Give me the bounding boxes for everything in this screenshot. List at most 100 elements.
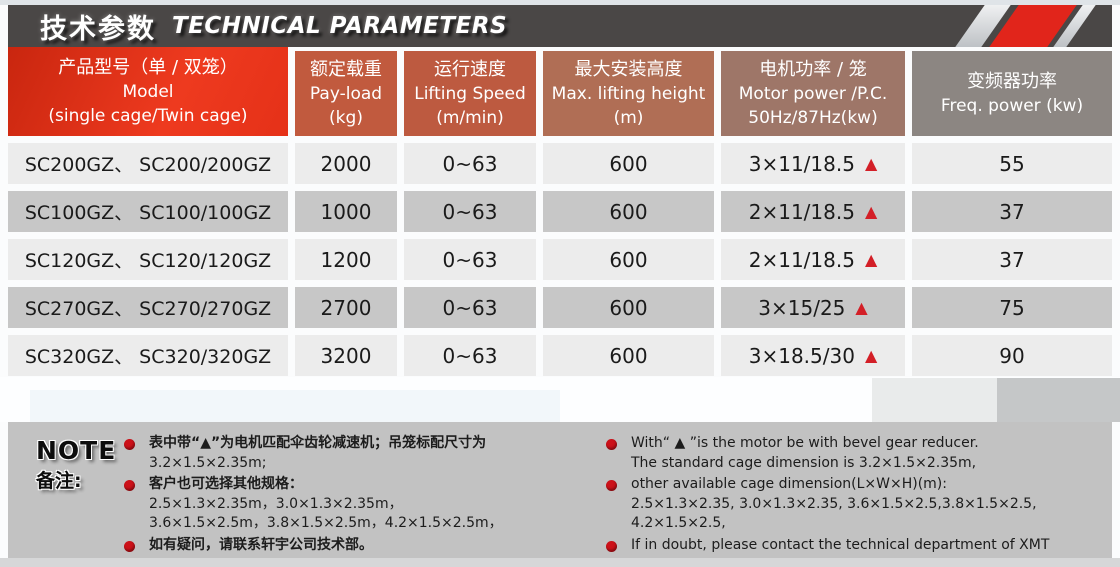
column-header-line: 50Hz/87Hz(kw): [748, 107, 878, 128]
note-line: With“ ▲ ”is the motor be with bevel gear…: [631, 435, 979, 451]
max-height-cell: 600: [543, 191, 714, 232]
note-line: 表中带“▲”为电机匹配伞齿轮减速机；吊笼标配尺寸为: [149, 435, 487, 451]
note-item-text: With“ ▲ ”is the motor be with bevel gear…: [631, 434, 1112, 473]
column-header-line: Model: [122, 81, 174, 102]
max-height-cell: 600: [543, 143, 714, 184]
note-line: 2.5×1.3×2.35m，3.0×1.3×2.35m，: [149, 495, 403, 512]
bevel-reducer-triangle-icon: ▲: [864, 201, 878, 221]
motor-power-cell: 3×15/25 ▲: [721, 287, 905, 328]
motor-power-cell: 3×11/18.5 ▲: [721, 143, 905, 184]
max-height-cell: 600: [543, 239, 714, 280]
column-header-line: Freq. power (kw): [940, 95, 1084, 116]
page-title-zh: 技术参数: [40, 13, 156, 45]
note-item: If in doubt, please contact the technica…: [606, 536, 1112, 556]
column-header-model: 产品型号（单 / 双笼） Model (single cage/Twin cag…: [8, 47, 288, 136]
speed-cell: 0~63: [404, 287, 536, 328]
note-bullet-icon: [124, 540, 135, 552]
motor-power-value: 2×11/18.5: [748, 199, 855, 224]
note-bullet-icon: [124, 480, 135, 491]
page-title: 技术参数 TECHNICAL PARAMETERS: [40, 5, 507, 47]
freq-power-cell: 75: [912, 287, 1112, 328]
column-header-line: Motor power /P.C.: [738, 83, 888, 104]
table-row-sc270: SC270GZ、 SC270/270GZ 2700 0~63 600 3×15/…: [8, 287, 1112, 328]
column-header-line: 额定载重: [310, 58, 382, 80]
bevel-reducer-triangle-icon: ▲: [864, 249, 878, 269]
column-header-line: 电机功率 / 笼: [759, 58, 867, 80]
notes-english: With“ ▲ ”is the motor be with bevel gear…: [606, 434, 1112, 557]
model-cell: SC120GZ、 SC120/120GZ: [8, 239, 288, 280]
note-line: 3.6×1.5×2.5m，3.8×1.5×2.5m，4.2×1.5×2.5m，: [149, 515, 503, 531]
note-label-en: NOTE: [36, 436, 117, 465]
table-row-sc120: SC120GZ、 SC120/120GZ 1200 0~63 600 2×11/…: [8, 239, 1112, 280]
payload-cell: 3200: [295, 335, 397, 376]
freq-power-cell: 55: [912, 143, 1112, 184]
column-header-line: (kg): [329, 107, 363, 128]
note-label: NOTE 备注:: [36, 436, 116, 493]
note-line: 3.2×1.5×2.35m;: [149, 454, 267, 471]
column-header-payload: 额定载重 Pay-load (kg): [295, 51, 397, 136]
background-block-dark: [997, 378, 1120, 422]
payload-cell: 1000: [295, 191, 397, 232]
speed-cell: 0~63: [404, 335, 536, 376]
column-header-speed: 运行速度 Lifting Speed (m/min): [404, 51, 536, 136]
note-bullet-icon: [606, 439, 617, 450]
payload-cell: 2000: [295, 143, 397, 184]
speed-cell: 0~63: [404, 239, 536, 280]
motor-power-cell: 2×11/18.5 ▲: [721, 191, 905, 232]
note-item: With“ ▲ ”is the motor be with bevel gear…: [606, 434, 1112, 473]
freq-power-cell: 37: [912, 191, 1112, 232]
column-header-motor-power: 电机功率 / 笼 Motor power /P.C. 50Hz/87Hz(kw): [721, 51, 905, 136]
column-header-line: 变频器功率: [967, 70, 1057, 92]
bevel-reducer-triangle-icon: ▲: [864, 345, 878, 365]
motor-power-value: 3×15/25: [758, 295, 846, 320]
title-bar: 技术参数 TECHNICAL PARAMETERS: [8, 5, 1112, 47]
model-cell: SC200GZ、 SC200/200GZ: [8, 143, 288, 184]
column-header-freq-power: 变频器功率 Freq. power (kw): [912, 51, 1112, 136]
motor-power-value: 3×11/18.5: [748, 151, 855, 176]
column-header-line: Lifting Speed: [414, 83, 526, 104]
note-item: 表中带“▲”为电机匹配伞齿轮减速机；吊笼标配尺寸为 3.2×1.5×2.35m;: [124, 434, 602, 473]
freq-power-cell: 90: [912, 335, 1112, 376]
table-row-sc200: SC200GZ、 SC200/200GZ 2000 0~63 600 3×11/…: [8, 143, 1112, 184]
motor-power-value: 2×11/18.5: [748, 247, 855, 272]
note-panel: NOTE 备注: 表中带“▲”为电机匹配伞齿轮减速机；吊笼标配尺寸为 3.2×1…: [8, 422, 1112, 558]
note-line: 2.5×1.3×2.35, 3.0×1.3×2.35, 3.6×1.5×2.5,…: [631, 495, 1037, 532]
note-line: 客户也可选择其他规格：: [149, 476, 303, 492]
column-header-line: 最大安装高度: [574, 58, 683, 80]
note-label-zh: 备注:: [36, 470, 82, 492]
speed-cell: 0~63: [404, 191, 536, 232]
column-header-line: Max. lifting height: [551, 83, 706, 104]
motor-power-cell: 2×11/18.5 ▲: [721, 239, 905, 280]
model-cell: SC320GZ、 SC320/320GZ: [8, 335, 288, 376]
table-header-row: 产品型号（单 / 双笼） Model (single cage/Twin cag…: [8, 47, 1112, 136]
column-header-max-height: 最大安装高度 Max. lifting height (m): [543, 51, 714, 136]
speed-cell: 0~63: [404, 143, 536, 184]
background-bottom-strip: [0, 558, 1120, 567]
column-header-line: 运行速度: [434, 58, 506, 80]
background-faded-photo: [30, 390, 560, 422]
bevel-reducer-triangle-icon: ▲: [864, 153, 878, 173]
motor-power-value: 3×18.5/30: [748, 343, 855, 368]
note-item: 如有疑问，请联系轩宇公司技术部。: [124, 536, 602, 556]
note-line: The standard cage dimension is 3.2×1.5×2…: [631, 454, 977, 471]
note-bullet-icon: [606, 540, 617, 552]
model-cell: SC100GZ、 SC100/100GZ: [8, 191, 288, 232]
background-block-light: [872, 378, 997, 422]
note-item-text: 客户也可选择其他规格： 2.5×1.3×2.35m，3.0×1.3×2.35m，…: [149, 475, 602, 534]
max-height-cell: 600: [543, 287, 714, 328]
payload-cell: 1200: [295, 239, 397, 280]
max-height-cell: 600: [543, 335, 714, 376]
column-header-line: (m/min): [436, 107, 504, 128]
motor-power-cell: 3×18.5/30 ▲: [721, 335, 905, 376]
page-title-en: TECHNICAL PARAMETERS: [172, 13, 508, 39]
column-header-line: (single cage/Twin cage): [48, 105, 248, 126]
note-item-text: If in doubt, please contact the technica…: [631, 536, 1112, 556]
note-item-text: 表中带“▲”为电机匹配伞齿轮减速机；吊笼标配尺寸为 3.2×1.5×2.35m;: [149, 434, 602, 473]
note-line: other available cage dimension(L×W×H)(m)…: [631, 476, 947, 492]
background-top-strip: [0, 0, 1120, 5]
note-item: other available cage dimension(L×W×H)(m)…: [606, 475, 1112, 534]
table-row-sc100: SC100GZ、 SC100/100GZ 1000 0~63 600 2×11/…: [8, 191, 1112, 232]
freq-power-cell: 37: [912, 239, 1112, 280]
note-item-text: 如有疑问，请联系轩宇公司技术部。: [149, 536, 602, 556]
